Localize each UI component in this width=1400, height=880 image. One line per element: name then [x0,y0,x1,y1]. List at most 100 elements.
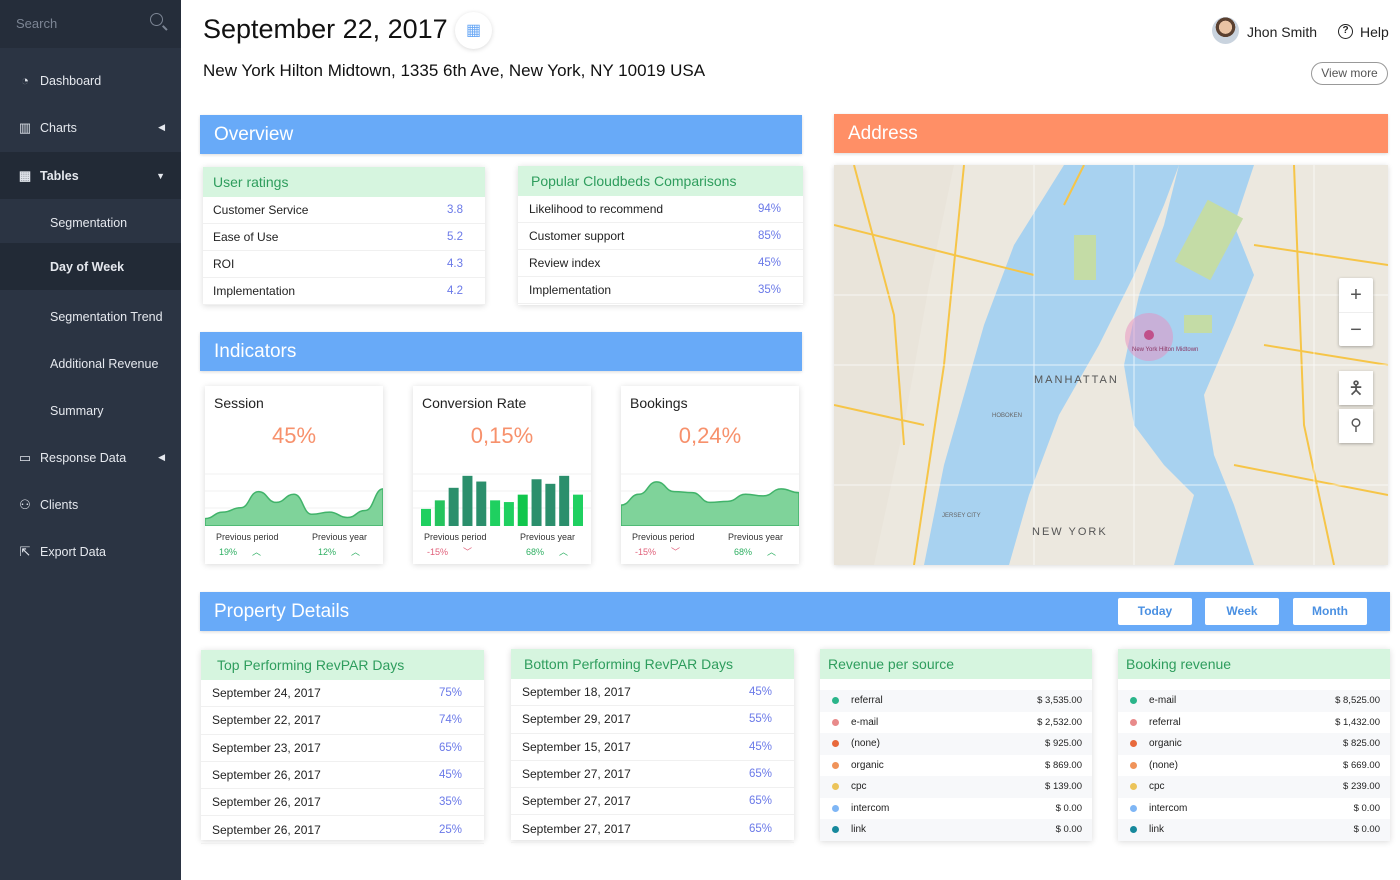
search-icon[interactable] [150,13,163,26]
table-row: Implementation 4.2 [203,278,485,305]
sidebar-item-response-data[interactable]: ▭ Response Data ◀ [0,434,181,481]
sparkline-area [205,488,383,526]
help-icon[interactable]: ? [1338,24,1353,39]
bar [462,475,473,526]
sidebar-item-clients[interactable]: ⚇ Clients [0,481,181,528]
table-row: September 24, 2017 75% [201,680,484,708]
sparkline-chart [621,473,799,526]
source-name: referral [851,695,883,707]
table-row: September 27, 2017 65% [511,788,794,816]
legend-dot-icon [1130,804,1137,812]
source-name: cpc [1149,781,1165,793]
popular-comparisons-card: Popular Cloudbeds Comparisons Likelihood… [518,166,803,305]
sidebar-item-segmentation-trend[interactable]: Segmentation Trend [0,293,181,340]
source-row: intercom $ 0.00 [1118,798,1390,820]
source-name: referral [1149,716,1181,728]
source-amount: $ 139.00 [1045,781,1082,793]
avatar[interactable] [1212,17,1239,44]
sidebar-item-summary[interactable]: Summary [0,387,181,434]
week-button[interactable]: Week [1205,598,1279,625]
top-revpar-card: Top Performing RevPAR Days September 24, … [201,650,484,844]
indicator-value: 0,15% [470,423,534,448]
search-input[interactable]: Search [0,0,181,48]
table-row: September 27, 2017 65% [511,761,794,789]
month-button[interactable]: Month [1293,598,1367,625]
sidebar-item-segmentation[interactable]: Segmentation [0,199,181,246]
legend-dot-icon [1130,761,1137,769]
bar [545,483,556,526]
bar [434,500,445,526]
zoom-in-icon[interactable]: + [1350,284,1362,306]
sidebar-item-day-of-week[interactable]: Day of Week [0,243,181,290]
user-icon: ⚇ [19,496,31,512]
legend-dot-icon [832,718,839,726]
row-label: September 29, 2017 [522,712,631,727]
source-row: organic $ 869.00 [820,755,1092,777]
card-title: Top Performing RevPAR Days [201,650,484,680]
previous-period-value: 19% [219,547,238,557]
map[interactable]: New York Hilton Midtown MANHATTAN NEW YO… [834,165,1388,565]
park [1174,199,1244,281]
sidebar-item-additional-revenue[interactable]: Additional Revenue [0,340,181,387]
table-row: September 22, 2017 74% [201,707,484,735]
row-value: 74% [438,714,462,727]
label: Clients [40,497,79,512]
map-label-hoboken: HOBOKEN [992,413,1022,419]
row-value: 65% [748,795,772,808]
row-value: 35% [438,796,462,809]
card-title: Revenue per source [820,649,1092,679]
previous-year-label: Previous year [728,532,784,542]
today-button[interactable]: Today [1118,598,1192,625]
label: Export Data [40,544,107,559]
help-link[interactable]: Help [1360,24,1389,40]
zoom-controls: + − [1339,278,1373,346]
row-value: 45% [748,740,772,753]
indicator-card-conversion-rate: Conversion Rate 0,15% Previous period Pr… [413,386,591,564]
row-value: 94% [757,203,781,215]
previous-period-label: Previous period [632,532,695,542]
table-icon: ▦ [18,167,32,183]
table-row: September 26, 2017 35% [201,789,484,817]
row-value: 65% [438,741,462,754]
view-more-button[interactable]: View more [1311,62,1388,85]
indicator-card-session: Session 45% Previous period Previous yea… [205,386,383,564]
overview-header: Overview [200,115,802,154]
label: Additional Revenue [50,356,159,371]
booking-revenue-card: Booking revenue e-mail $ 8,525.00 referral $… [1118,649,1390,841]
my-location-icon[interactable]: ⚲ [1339,409,1373,443]
label: Summary [50,403,104,418]
sidebar-item-dashboard[interactable]: ◔ Dashboard [0,57,181,104]
sidebar-item-charts[interactable]: ▥ Charts ◀ [0,104,181,151]
user-name[interactable]: Jhon Smith [1247,24,1318,40]
sidebar-item-tables[interactable]: ▦ Tables ▼ [0,152,181,199]
map-canvas[interactable]: New York Hilton Midtown MANHATTAN NEW YO… [834,165,1388,565]
export-icon: ⇱ [19,543,31,559]
previous-period-value: -15% [427,547,449,557]
table-row: Ease of Use 5.2 [203,224,485,251]
street-view-icon[interactable]: 🯅 [1339,371,1373,405]
source-amount: $ 0.00 [1353,824,1380,836]
calendar-icon[interactable]: ▦ [455,12,492,49]
row-label: September 22, 2017 [212,713,321,728]
row-label: Likelihood to recommend [529,202,664,216]
source-name: intercom [1149,802,1188,814]
source-name: intercom [851,802,890,814]
map-label-jersey-city: JERSEY CITY [942,513,981,519]
source-name: (none) [851,738,880,750]
row-value: 65% [748,768,772,781]
pin-label: New York Hilton Midtown [1132,347,1198,353]
search-placeholder: Search [16,16,58,31]
sidebar-item-export-data[interactable]: ⇱ Export Data [0,528,181,575]
source-row: (none) $ 669.00 [1118,755,1390,777]
caret-down-icon: ▼ [156,170,165,181]
zoom-out-icon[interactable]: − [1339,312,1373,346]
indicator-title: Conversion Rate [422,395,527,411]
source-name: organic [1149,738,1182,750]
revenue-per-source-card: Revenue per source referral $ 3,535.00 e-ma… [820,649,1092,841]
table-row: September 26, 2017 45% [201,762,484,790]
source-row: referral $ 1,432.00 [1118,712,1390,734]
previous-year-value: 12% [318,547,337,557]
bar [490,500,501,526]
row-label: Ease of Use [213,230,279,244]
table-row: September 29, 2017 55% [511,706,794,734]
